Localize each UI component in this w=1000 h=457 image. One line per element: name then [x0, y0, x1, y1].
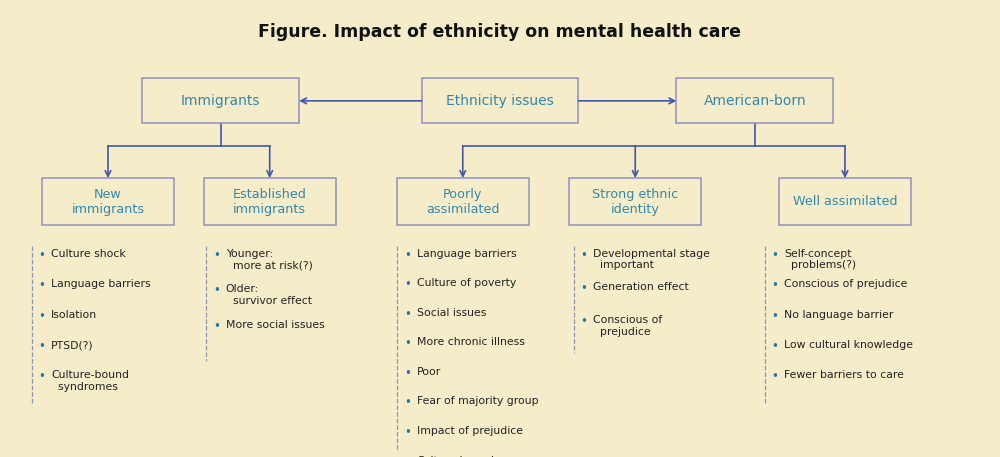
- Text: •: •: [404, 456, 411, 457]
- Text: •: •: [38, 249, 45, 262]
- Text: •: •: [38, 279, 45, 292]
- Text: Conscious of prejudice: Conscious of prejudice: [784, 279, 908, 289]
- Text: •: •: [580, 315, 587, 328]
- Text: Immigrants: Immigrants: [181, 94, 260, 108]
- Text: American-born: American-born: [703, 94, 806, 108]
- Text: Younger:
  more at risk(?): Younger: more at risk(?): [226, 249, 312, 270]
- Text: Self-concept
  problems(?): Self-concept problems(?): [784, 249, 856, 270]
- Text: •: •: [771, 371, 778, 383]
- FancyBboxPatch shape: [676, 79, 833, 123]
- Text: Well assimilated: Well assimilated: [793, 195, 897, 208]
- Text: •: •: [771, 309, 778, 323]
- Text: •: •: [771, 340, 778, 353]
- Text: •: •: [771, 279, 778, 292]
- Text: Ethnicity issues: Ethnicity issues: [446, 94, 554, 108]
- Text: Impact of prejudice: Impact of prejudice: [417, 426, 523, 436]
- Text: Poor: Poor: [417, 367, 441, 377]
- Text: •: •: [580, 282, 587, 295]
- Text: •: •: [771, 249, 778, 262]
- Text: •: •: [404, 249, 411, 262]
- FancyBboxPatch shape: [779, 178, 911, 225]
- FancyBboxPatch shape: [569, 178, 701, 225]
- Text: Older:
  survivor effect: Older: survivor effect: [226, 284, 312, 306]
- Text: •: •: [404, 337, 411, 351]
- Text: More chronic illness: More chronic illness: [417, 337, 525, 347]
- Text: No language barrier: No language barrier: [784, 309, 894, 319]
- Text: Poorly
assimilated: Poorly assimilated: [426, 188, 500, 216]
- FancyBboxPatch shape: [422, 79, 578, 123]
- Text: More social issues: More social issues: [226, 320, 324, 330]
- FancyBboxPatch shape: [142, 79, 299, 123]
- Text: Established
immigrants: Established immigrants: [233, 188, 307, 216]
- Text: •: •: [404, 278, 411, 291]
- Text: •: •: [213, 320, 220, 333]
- Text: Conscious of
  prejudice: Conscious of prejudice: [593, 315, 662, 336]
- Text: Fewer barriers to care: Fewer barriers to care: [784, 371, 904, 381]
- Text: Fear of majority group: Fear of majority group: [417, 396, 538, 406]
- Text: Culture of poverty: Culture of poverty: [417, 278, 516, 288]
- Text: Low cultural knowledge: Low cultural knowledge: [784, 340, 913, 350]
- Text: Figure. Impact of ethnicity on mental health care: Figure. Impact of ethnicity on mental he…: [258, 23, 742, 42]
- Text: •: •: [213, 249, 220, 262]
- Text: Strong ethnic
identity: Strong ethnic identity: [592, 188, 678, 216]
- Text: Culture-bound
  syndromes: Culture-bound syndromes: [417, 456, 495, 457]
- Text: •: •: [38, 340, 45, 353]
- FancyBboxPatch shape: [397, 178, 529, 225]
- Text: •: •: [404, 426, 411, 439]
- Text: •: •: [38, 371, 45, 383]
- Text: Culture-bound
  syndromes: Culture-bound syndromes: [51, 371, 129, 392]
- Text: Language barriers: Language barriers: [51, 279, 151, 289]
- Text: PTSD(?): PTSD(?): [51, 340, 94, 350]
- Text: Culture shock: Culture shock: [51, 249, 126, 259]
- Text: Social issues: Social issues: [417, 308, 486, 318]
- Text: Generation effect: Generation effect: [593, 282, 689, 292]
- Text: New
immigrants: New immigrants: [71, 188, 145, 216]
- Text: •: •: [404, 308, 411, 321]
- FancyBboxPatch shape: [42, 178, 174, 225]
- Text: •: •: [213, 284, 220, 298]
- Text: Isolation: Isolation: [51, 309, 97, 319]
- Text: •: •: [580, 249, 587, 262]
- Text: Language barriers: Language barriers: [417, 249, 516, 259]
- Text: •: •: [38, 309, 45, 323]
- Text: •: •: [404, 396, 411, 409]
- FancyBboxPatch shape: [204, 178, 336, 225]
- Text: •: •: [404, 367, 411, 380]
- Text: Developmental stage
  important: Developmental stage important: [593, 249, 710, 270]
